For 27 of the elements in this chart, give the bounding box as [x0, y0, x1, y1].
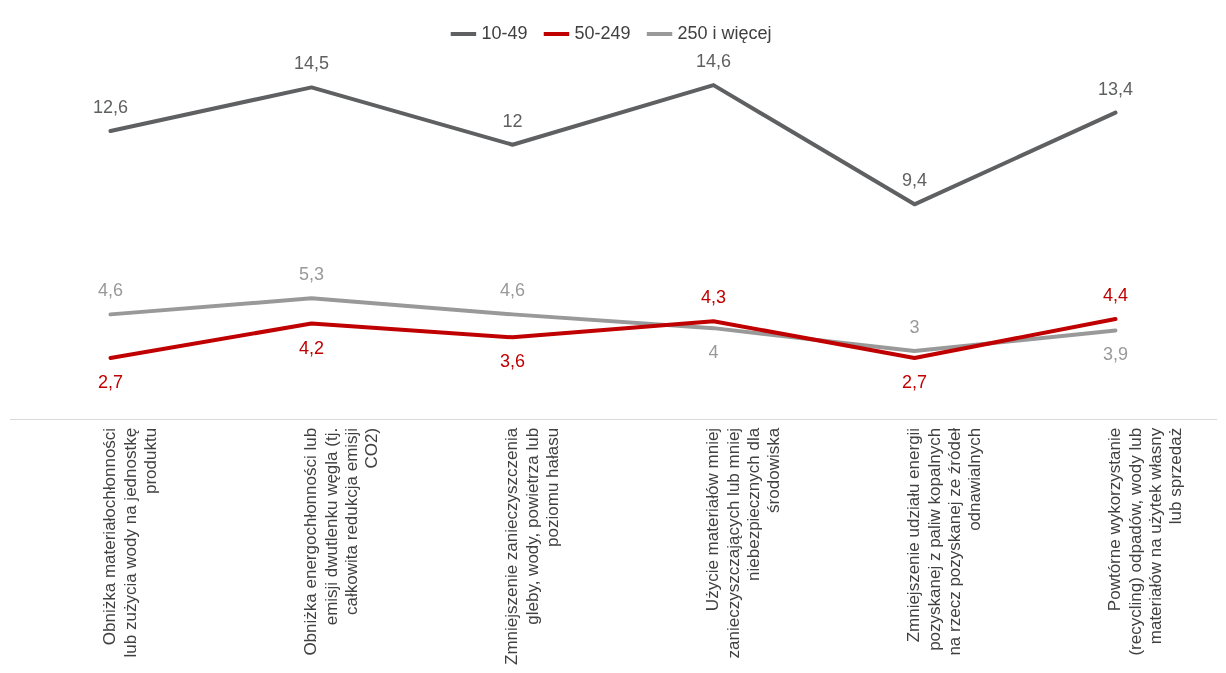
data-label: 9,4 — [901, 170, 928, 191]
data-label: 12 — [502, 110, 523, 131]
data-label: 13,4 — [1097, 78, 1134, 99]
data-label: 4,4 — [1102, 284, 1129, 305]
data-label: 2,7 — [97, 371, 124, 392]
data-label: 14,5 — [293, 53, 330, 74]
x-tick-label: Użycie materiałów mniej zanieczyszczających lub mniej niebezpiecznych dla środowiska — [703, 427, 784, 659]
data-label: 4,3 — [700, 287, 727, 308]
data-label: 4 — [708, 342, 719, 363]
data-label: 4,6 — [97, 280, 124, 301]
legend-label: 50-249 — [574, 22, 631, 43]
x-tick-label: Zmniejszenie udziału energii pozyskanej z paliw kopalnych na rzecz pozyskanej ze źródeł odnawialnych — [904, 427, 985, 656]
legend-label: 250 i więcej — [677, 22, 772, 43]
data-label: 3 — [909, 317, 920, 338]
data-label: 14,6 — [695, 51, 732, 72]
x-tick-label: Zmniejszenie zanieczyszczenia gleby, wody, powietrza lub poziomu hałasu — [502, 427, 562, 665]
x-tick-label: Obniżka energochłonności lub emisji dwutlenku węgla (tj. całkowita redukcja emisji CO2) — [301, 427, 382, 656]
legend-label: 10-49 — [481, 22, 528, 43]
x-tick-label: Powtórne wykorzystanie (recycling) odpadów, wody lub materiałów na użytek własny lub sprzedaż — [1105, 427, 1186, 656]
data-label: 4,6 — [499, 280, 526, 301]
x-tick-label: Obniżka materiałochłonności lub zużycia wody na jednostkę produktu — [100, 427, 160, 658]
data-label: 4,2 — [298, 337, 325, 358]
data-label: 5,3 — [298, 264, 325, 285]
data-label: 3,9 — [1102, 344, 1129, 365]
data-label: 12,6 — [92, 96, 129, 117]
data-label: 3,6 — [499, 351, 526, 372]
data-label: 2,7 — [901, 371, 928, 392]
